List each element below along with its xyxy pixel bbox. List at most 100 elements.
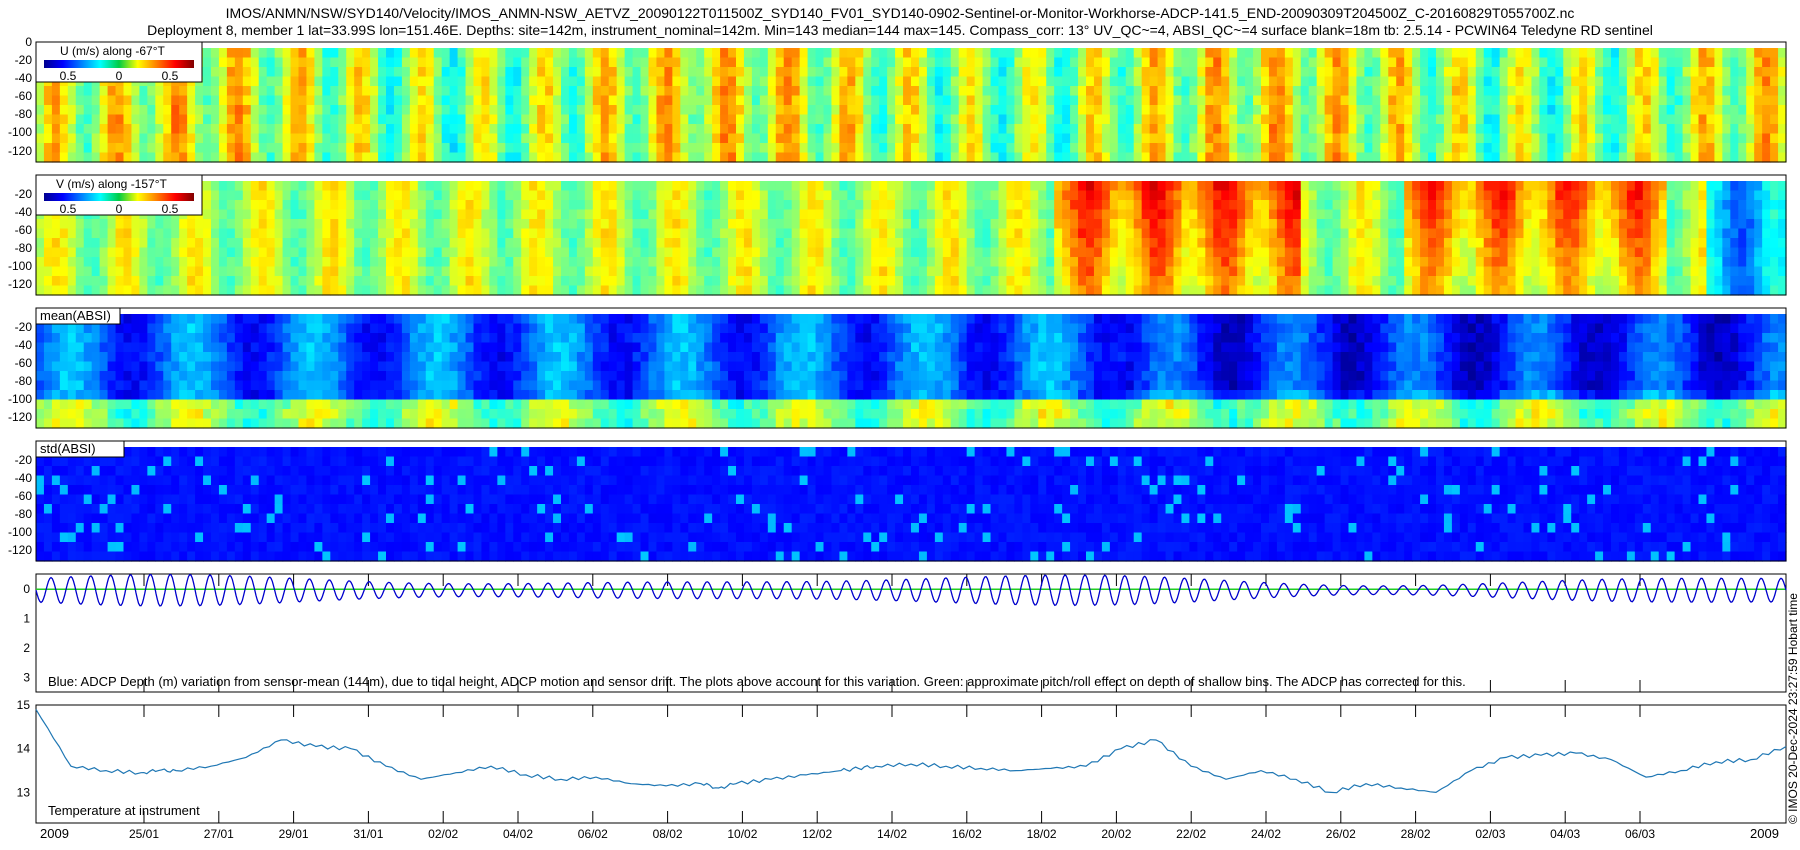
heatmap-cell (1372, 114, 1381, 125)
heatmap-cell (1292, 86, 1302, 97)
heatmap-cell (1356, 219, 1365, 230)
heatmap-cell (553, 228, 562, 239)
heatmap-cell (1308, 257, 1318, 268)
heatmap-cell (1101, 266, 1111, 277)
heatmap-cell (1523, 209, 1533, 220)
heatmap-cell (831, 105, 840, 116)
heatmap-cell (1070, 143, 1079, 154)
heatmap-cell (1754, 143, 1763, 154)
heatmap-cell (664, 257, 673, 268)
heatmap-cell (728, 181, 737, 192)
heatmap-cell (1261, 257, 1270, 268)
heatmap-cell (1086, 105, 1095, 116)
heatmap-cell (1587, 76, 1596, 87)
heatmap-cell (179, 86, 188, 97)
heatmap-cell (807, 76, 817, 87)
heatmap-cell (704, 67, 713, 78)
heatmap-cell (1340, 266, 1350, 277)
heatmap-cell (1261, 105, 1270, 116)
heatmap-cell (1213, 124, 1222, 135)
heatmap-cell (1101, 114, 1111, 125)
heatmap-cell (879, 181, 888, 192)
heatmap-cell (1611, 105, 1620, 116)
heatmap-cell (863, 285, 872, 296)
heatmap-cell (1038, 228, 1047, 239)
heatmap-cell (441, 114, 451, 125)
heatmap-cell (1292, 190, 1302, 201)
heatmap-cell (815, 86, 825, 97)
heatmap-cell (1245, 48, 1254, 59)
heatmap-cell (720, 95, 729, 106)
heatmap-cell (696, 57, 705, 68)
heatmap-cell (712, 76, 721, 87)
heatmap-cell (1093, 285, 1103, 296)
heatmap-cell (720, 266, 729, 277)
heatmap-cell (911, 190, 920, 201)
heatmap-cell (704, 219, 713, 230)
heatmap-cell (107, 285, 117, 296)
heatmap-cell (1205, 238, 1214, 249)
heatmap-cell (1515, 143, 1525, 154)
heatmap-cell (1332, 257, 1342, 268)
heatmap-cell (1054, 181, 1063, 192)
heatmap-cell (1579, 228, 1588, 239)
heatmap-cell (1372, 228, 1381, 239)
heatmap-cell (457, 114, 467, 125)
heatmap-cell (600, 48, 610, 59)
heatmap-cell (465, 86, 475, 97)
title-line-1: IMOS/ANMN/NSW/SYD140/Velocity/IMOS_ANMN-… (226, 5, 1575, 21)
heatmap-cell (791, 95, 801, 106)
heatmap-cell (505, 238, 514, 249)
heatmap-cell (934, 228, 944, 239)
heatmap-cell (783, 133, 793, 144)
u-ytick-label: -80 (15, 107, 33, 121)
heatmap-cell (1499, 285, 1509, 296)
heatmap-cell (242, 209, 252, 220)
heatmap-cell (823, 209, 833, 220)
heatmap-cell (1515, 190, 1525, 201)
heatmap-cell (815, 76, 825, 87)
heatmap-cell (592, 133, 602, 144)
v-velocity-heatmap (36, 175, 1787, 296)
heatmap-cell (1070, 67, 1079, 78)
heatmap-cell (115, 276, 125, 287)
heatmap-cell (553, 247, 562, 258)
heatmap-cell (1141, 209, 1151, 220)
heatmap-cell (1109, 181, 1119, 192)
heatmap-cell (1261, 181, 1270, 192)
heatmap-cell (417, 57, 427, 68)
heatmap-cell (1237, 67, 1246, 78)
heatmap-cell (1467, 209, 1477, 220)
heatmap-cell (274, 133, 284, 144)
heatmap-cell (1475, 152, 1485, 163)
heatmap-cell (1451, 124, 1461, 135)
heatmap-cell (839, 124, 848, 135)
heatmap-cell (632, 238, 642, 249)
heatmap-cell (958, 57, 968, 68)
heatmap-cell (1714, 76, 1723, 87)
heatmap-cell (481, 76, 490, 87)
heatmap-cell (330, 276, 339, 287)
heatmap-cell (497, 247, 506, 258)
heatmap-cell (1770, 67, 1779, 78)
heatmap-cell (1261, 228, 1270, 239)
heatmap-cell (863, 257, 872, 268)
heatmap-cell (1364, 266, 1373, 277)
heatmap-cell (441, 105, 451, 116)
heatmap-cell (529, 209, 538, 220)
heatmap-cell (282, 114, 292, 125)
heatmap-cell (1062, 86, 1071, 97)
heatmap-cell (1642, 152, 1652, 163)
heatmap-cell (1149, 133, 1159, 144)
heatmap-cell (1634, 105, 1644, 116)
heatmap-cell (584, 152, 594, 163)
heatmap-cell (990, 67, 1000, 78)
heatmap-cell (1674, 48, 1684, 59)
heatmap-cell (640, 48, 650, 59)
heatmap-cell (1603, 67, 1612, 78)
heatmap-cell (1746, 133, 1755, 144)
heatmap-cell (1666, 57, 1676, 68)
heatmap-cell (36, 124, 45, 135)
heatmap-cell (600, 228, 610, 239)
heatmap-cell (648, 152, 658, 163)
